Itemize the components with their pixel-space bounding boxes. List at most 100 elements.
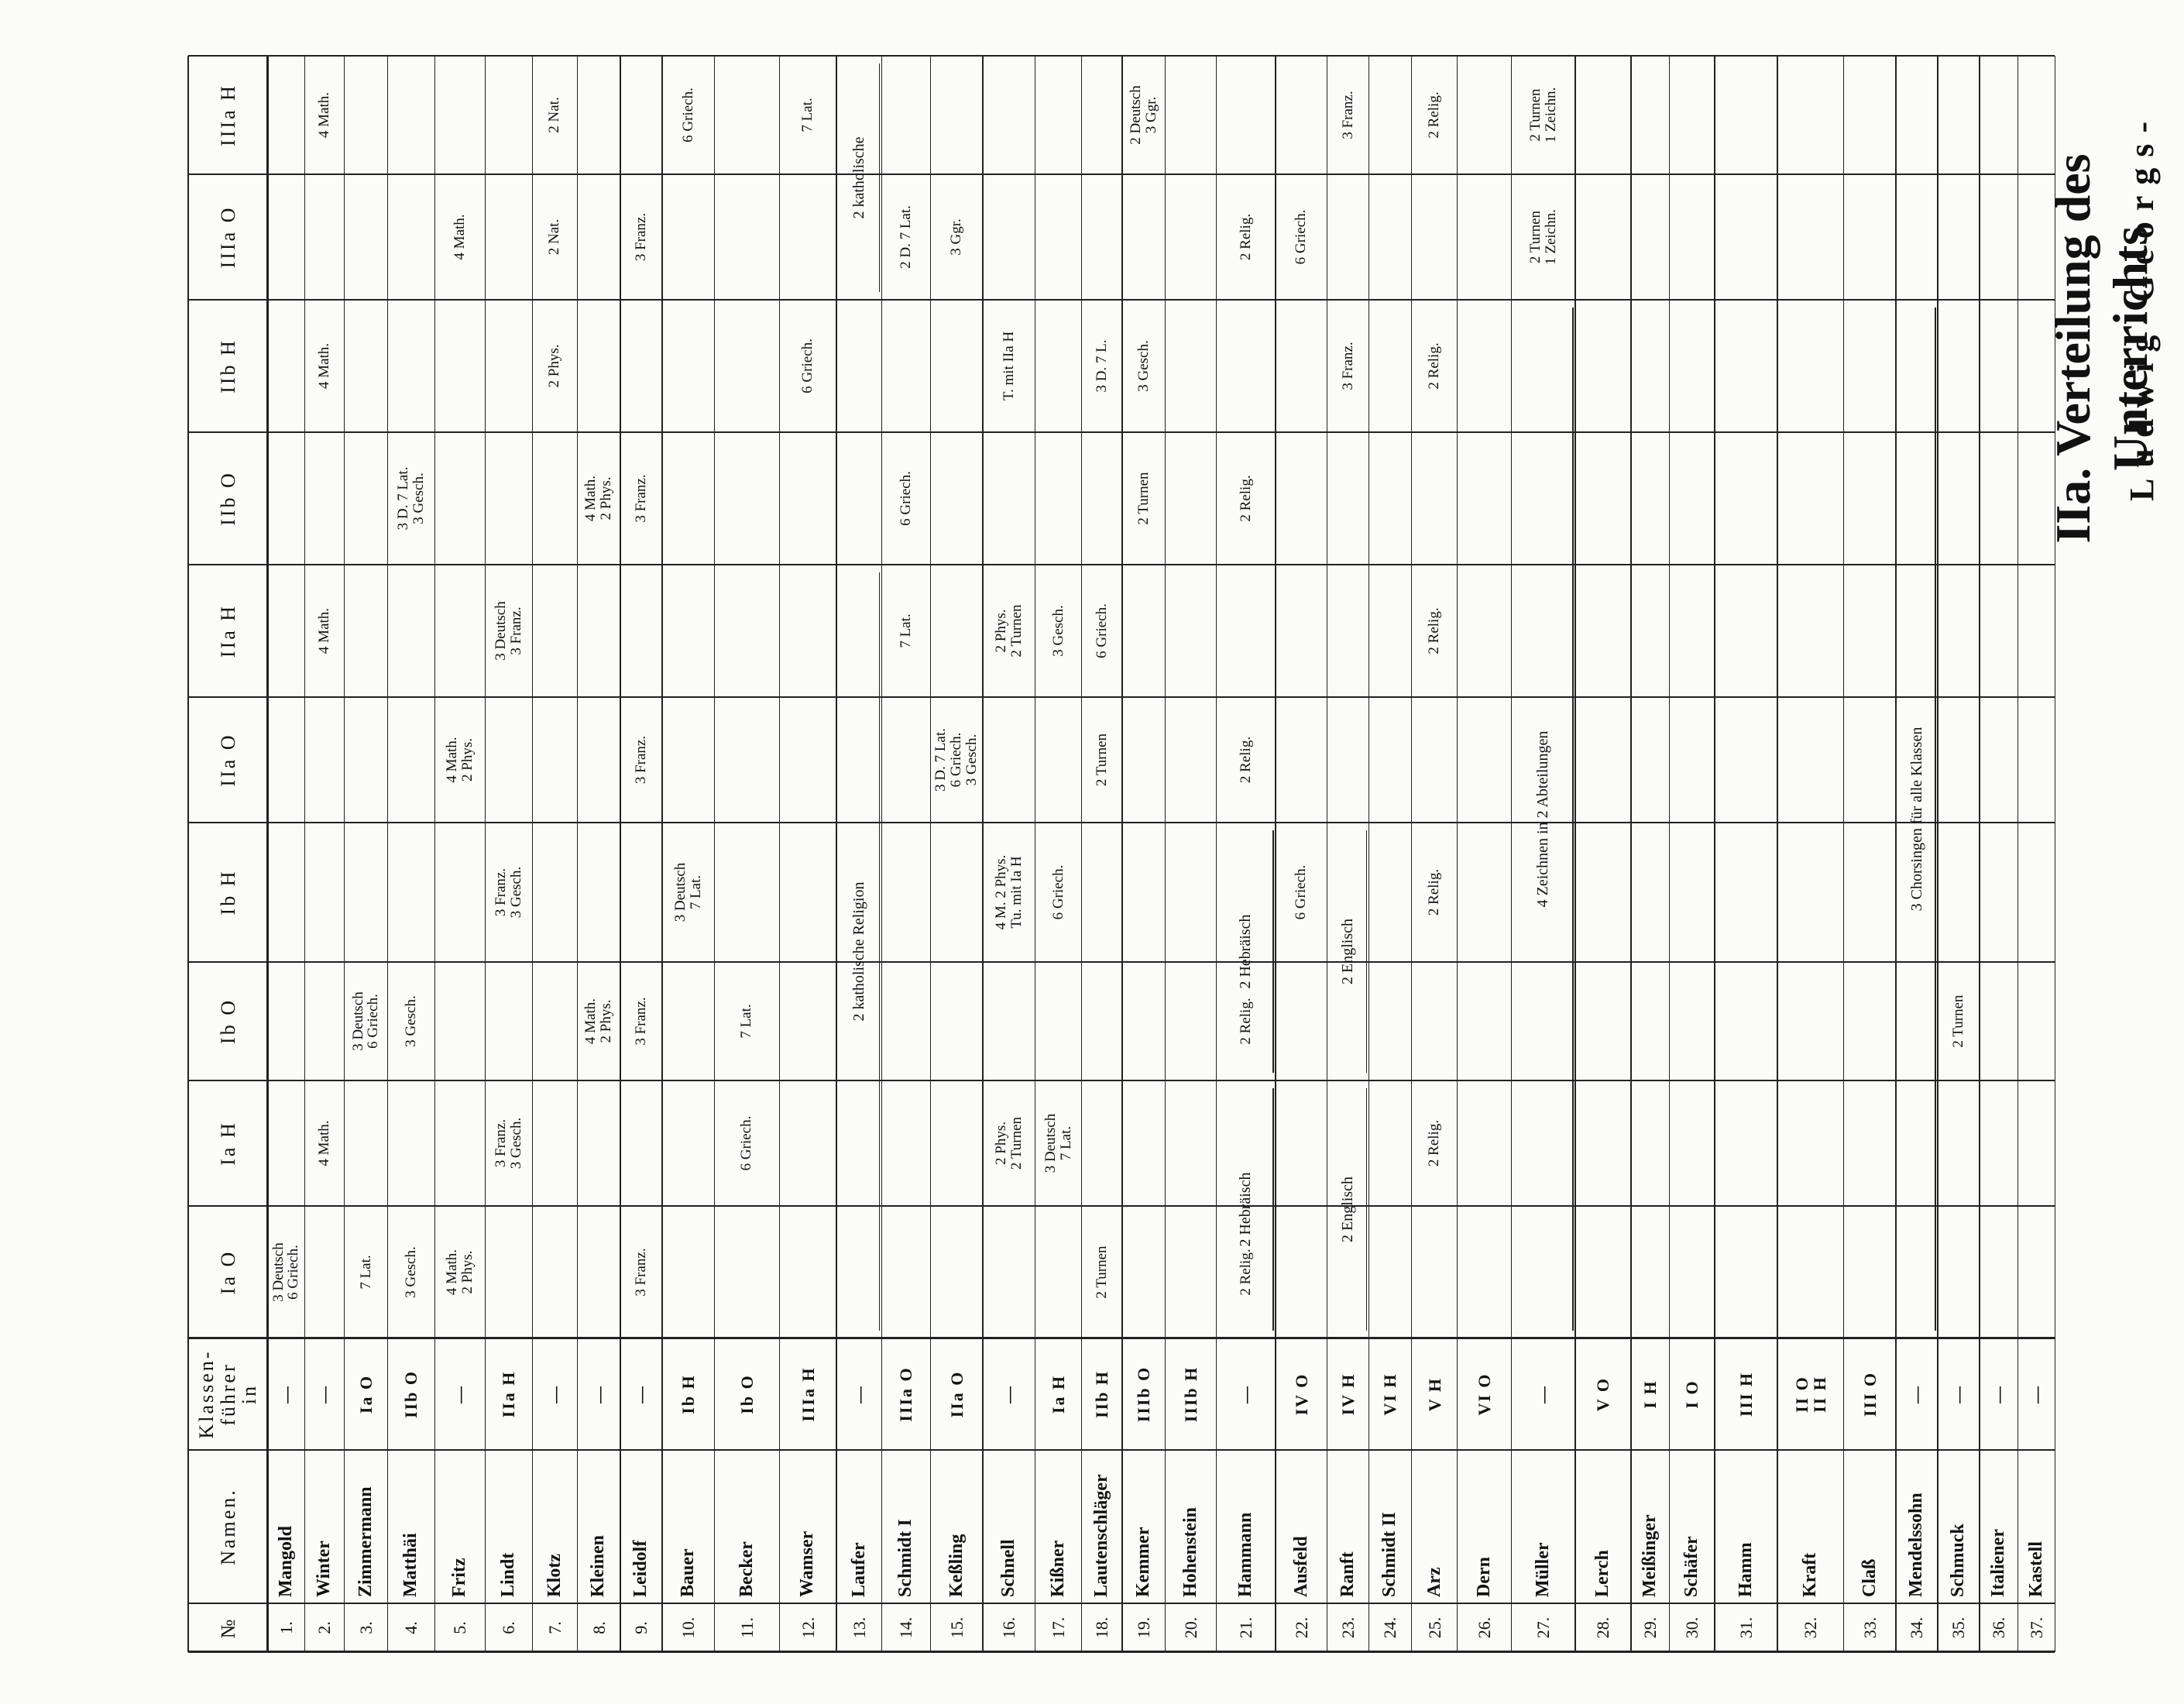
column-header: Ib O (216, 998, 239, 1044)
column-header: IIb H (216, 338, 239, 393)
teacher-name: Müller (1532, 1542, 1553, 1597)
lesson-entry: 7 Lat. (357, 1255, 374, 1290)
class-leader: — (1907, 1385, 1927, 1403)
row-number: 22. (1291, 1616, 1311, 1639)
lesson-entry: 4 Math. 2 Phys. (582, 475, 615, 522)
row-number: 6. (499, 1621, 519, 1634)
lesson-entry: 7 Lat. (898, 613, 915, 648)
teacher-name: Italiener (1988, 1529, 2009, 1597)
teacher-name: Kißner (1048, 1540, 1069, 1597)
teacher-name: Schnell (998, 1539, 1019, 1597)
row-number: 13. (849, 1616, 869, 1639)
row-number: 28. (1593, 1616, 1613, 1639)
lesson-entry: 3 Ggr. (948, 218, 965, 256)
class-leader: III O (1859, 1371, 1880, 1417)
lesson-entry: 6 Griech. (799, 338, 816, 393)
row-number: 34. (1907, 1616, 1927, 1639)
class-leader: — (2026, 1385, 2046, 1403)
class-leader: I O (1682, 1379, 1702, 1409)
lesson-entry: 3 Franz. 3 Gesch. (493, 866, 524, 919)
row-number: 37. (2026, 1616, 2046, 1639)
class-leader: IIb H (1092, 1370, 1112, 1418)
lesson-entry: 4 M. 2 Phys. Tu. mit Ia H (992, 854, 1025, 930)
lesson-entry: 2 Deutsch 3 Ggr. (1127, 85, 1159, 145)
lesson-entry: 2 Phys. (546, 344, 563, 388)
class-leader: — (1989, 1385, 2009, 1403)
column-header: Ia O (216, 1249, 239, 1295)
lesson-entry: 3 Gesch. (403, 995, 420, 1047)
row-number: 25. (1424, 1616, 1444, 1639)
lesson-entry: T. mit IIa H (1000, 331, 1017, 401)
span-note: 2 katholische (850, 136, 867, 219)
teacher-name: Winter (314, 1541, 335, 1597)
lesson-entry: 2 Turnen 1 Zeichn. (1526, 209, 1559, 265)
class-leader: III H (1736, 1371, 1756, 1417)
lesson-entry: 6 Griech. (1293, 209, 1310, 265)
lesson-entry: 3 Franz. (633, 212, 650, 262)
class-leader: — (544, 1385, 565, 1403)
class-leader: V O (1593, 1376, 1613, 1412)
span-rule (1272, 1088, 1274, 1331)
class-leader: VI O (1474, 1372, 1494, 1416)
lesson-entry: 2 Relig. (1237, 736, 1254, 784)
lesson-entry: 4 Math. (315, 91, 332, 139)
lesson-entry: 3 Franz. 3 Gesch. (493, 1117, 524, 1170)
lesson-entry: 6 Griech. (679, 88, 696, 143)
teacher-name: Laufer (848, 1542, 869, 1597)
span-note: 2 katholische Religion (850, 881, 867, 1022)
lesson-entry: 2 Relig. (1426, 1119, 1443, 1167)
teacher-name: Leidolf (630, 1540, 651, 1597)
class-leader: Ia O (355, 1374, 376, 1414)
class-leader: IIIb O (1134, 1366, 1154, 1423)
class-leader: IV H (1338, 1372, 1358, 1416)
class-leader: I H (1640, 1379, 1660, 1409)
span-rule (878, 64, 880, 292)
teacher-name: Mendelssohn (1906, 1493, 1927, 1597)
lesson-entry: 4 Math. (452, 214, 469, 260)
row-number: 19. (1134, 1616, 1154, 1639)
teacher-name: Hamm (1735, 1542, 1756, 1597)
teacher-name: Kleinen (588, 1534, 609, 1597)
lesson-entry: 3 Deutsch 7 Lat. (671, 862, 704, 922)
teacher-name: Keßling (946, 1534, 967, 1597)
span-rule (878, 572, 880, 1331)
span-rule (1365, 830, 1368, 1073)
class-leader: IIIa O (896, 1366, 916, 1422)
teacher-name: Klotz (544, 1554, 565, 1597)
class-leader: Ia H (1049, 1374, 1069, 1414)
lesson-entry: 3 Franz. (633, 474, 650, 523)
row-number: 11. (737, 1617, 757, 1638)
column-header: IIIa H (216, 84, 239, 146)
teacher-name: Matthäi (400, 1533, 421, 1597)
row-number: 23. (1338, 1616, 1358, 1639)
column-header: Klassen- führer in (195, 1349, 260, 1439)
span-note: 2 Englisch (1339, 1177, 1357, 1242)
row-number: 32. (1801, 1616, 1821, 1639)
row-number: 4. (401, 1621, 421, 1634)
lesson-entry: 2 D. 7 Lat. (898, 205, 915, 269)
column-header: IIa H (216, 603, 239, 658)
class-leader: — (589, 1385, 609, 1403)
span-note: 2 Hebräisch (1237, 914, 1255, 989)
class-leader: Ib H (678, 1374, 699, 1414)
lesson-entry: 2 Phys. 2 Turnen (992, 604, 1025, 658)
class-leader: IV O (1291, 1372, 1311, 1416)
span-note: 2 Hebräisch (1237, 1172, 1255, 1247)
teacher-name: Arz (1423, 1567, 1444, 1597)
column-header: Namen. (216, 1488, 239, 1565)
lesson-entry: 7 Lat. (799, 98, 816, 132)
teacher-name: Kemmer (1133, 1527, 1154, 1597)
lesson-entry: 2 Nat. (546, 97, 563, 133)
lesson-entry: 3 Gesch. (403, 1246, 420, 1298)
span-note: 4 Zeichnen in 2 Abteilungen (1534, 730, 1552, 908)
lesson-entry: 2 Turnen (1135, 472, 1152, 525)
teacher-name: Schmidt II (1379, 1511, 1400, 1597)
row-number: 15. (946, 1616, 967, 1639)
span-rule (1572, 307, 1574, 1331)
row-number: 30. (1682, 1616, 1702, 1639)
span-note: 3 Chorsingen für alle Klassen (1908, 727, 1925, 912)
row-number: 14. (896, 1616, 916, 1639)
row-number: 36. (1989, 1616, 2009, 1639)
row-number: 26. (1474, 1616, 1494, 1639)
